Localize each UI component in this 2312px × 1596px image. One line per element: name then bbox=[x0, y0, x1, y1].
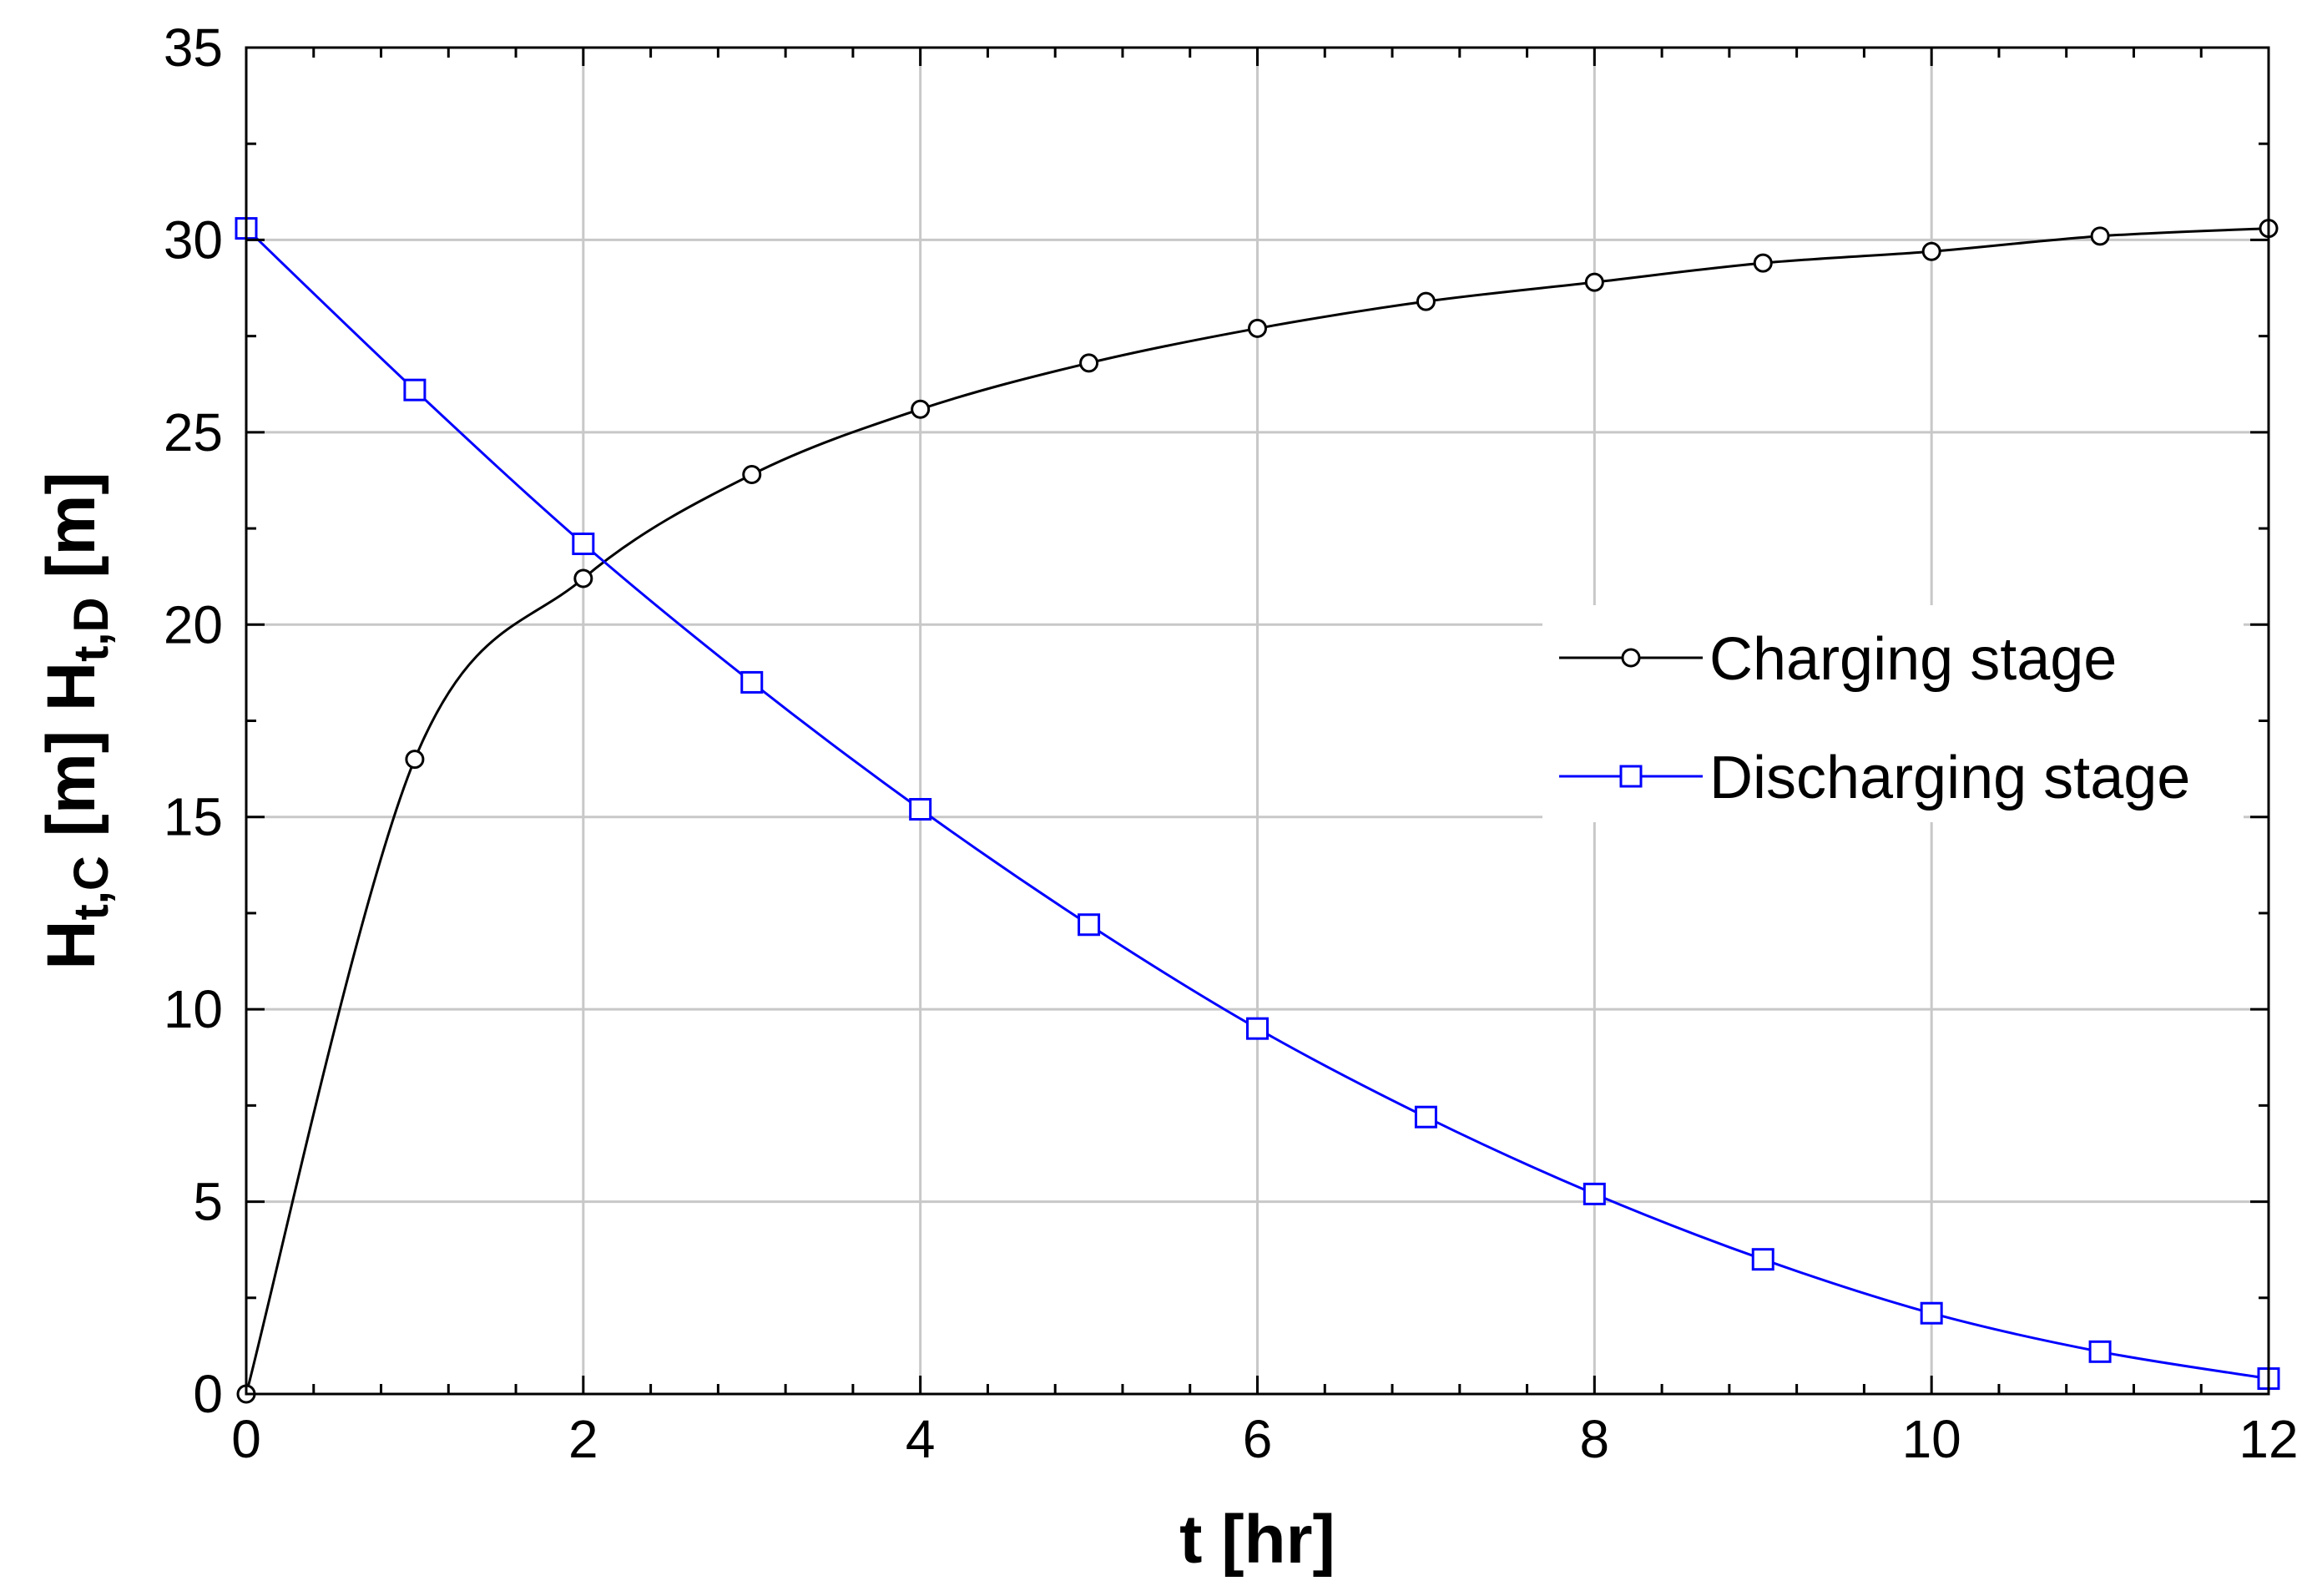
x-tick-label: 0 bbox=[231, 1409, 261, 1469]
data-point bbox=[1921, 241, 1941, 261]
data-point bbox=[909, 797, 932, 821]
y-axis-title-part: [m] H bbox=[33, 662, 109, 856]
data-point bbox=[911, 399, 931, 419]
y-axis-title-subscript: t,C bbox=[64, 856, 119, 920]
series-layer bbox=[235, 217, 2280, 1404]
series-line bbox=[245, 227, 2269, 1395]
x-tick-label: 6 bbox=[1243, 1409, 1273, 1469]
legend-item: Discharging stage bbox=[1559, 745, 2190, 811]
y-tick-label: 20 bbox=[164, 594, 223, 654]
legend-marker bbox=[1621, 648, 1641, 668]
legend-label: Charging stage bbox=[1709, 626, 2117, 693]
x-axis-title: t [hr] bbox=[1179, 1502, 1335, 1578]
y-axis-title: Ht,C [m] Ht,D [m] bbox=[33, 472, 119, 970]
data-point bbox=[1920, 1301, 1943, 1325]
y-tick-label: 25 bbox=[164, 402, 223, 462]
data-point bbox=[2088, 1340, 2112, 1363]
data-point bbox=[740, 670, 764, 694]
data-point bbox=[1248, 318, 1267, 338]
data-point bbox=[1079, 353, 1099, 373]
data-point bbox=[2090, 226, 2110, 246]
data-point bbox=[405, 750, 425, 770]
x-tick-label: 8 bbox=[1580, 1409, 1610, 1469]
grid bbox=[246, 48, 2269, 1394]
data-point bbox=[1583, 1182, 1606, 1205]
x-tick-label: 10 bbox=[1902, 1409, 1961, 1469]
legend-label: Discharging stage bbox=[1709, 745, 2190, 811]
data-point bbox=[1246, 1017, 1269, 1040]
y-axis-title-part: [m] bbox=[33, 472, 109, 597]
y-axis-title-subscript: t,D bbox=[64, 598, 119, 662]
data-point bbox=[572, 533, 595, 556]
data-point bbox=[1416, 291, 1436, 311]
y-tick-label: 15 bbox=[164, 787, 223, 847]
data-point bbox=[403, 378, 427, 402]
y-tick-label: 10 bbox=[164, 979, 223, 1039]
axis-ticks bbox=[245, 46, 2270, 1396]
tick-labels: 0 2 4 6 8 10 12 0 5 10 15 20 25 30 35 bbox=[164, 18, 2299, 1469]
x-tick-label: 4 bbox=[906, 1409, 936, 1469]
data-point bbox=[1584, 272, 1604, 292]
x-tick-label: 2 bbox=[568, 1409, 598, 1469]
legend: Charging stage Discharging stage bbox=[1542, 605, 2244, 822]
data-point bbox=[742, 465, 762, 485]
data-point bbox=[1751, 1248, 1774, 1271]
y-tick-label: 0 bbox=[193, 1364, 223, 1424]
x-tick-label: 12 bbox=[2239, 1409, 2298, 1469]
legend-item: Charging stage bbox=[1559, 626, 2117, 693]
series-discharging bbox=[235, 217, 2280, 1391]
y-tick-label: 35 bbox=[164, 18, 223, 78]
y-axis-title-part: H bbox=[33, 921, 109, 970]
data-point bbox=[1414, 1105, 1437, 1129]
data-point bbox=[573, 568, 593, 588]
series-charging bbox=[236, 219, 2279, 1404]
data-point bbox=[1078, 913, 1101, 937]
y-tick-label: 5 bbox=[193, 1172, 223, 1232]
y-tick-label: 30 bbox=[164, 210, 223, 270]
data-point bbox=[1753, 253, 1773, 273]
legend-background bbox=[1542, 605, 2244, 822]
legend-marker bbox=[1619, 765, 1643, 788]
